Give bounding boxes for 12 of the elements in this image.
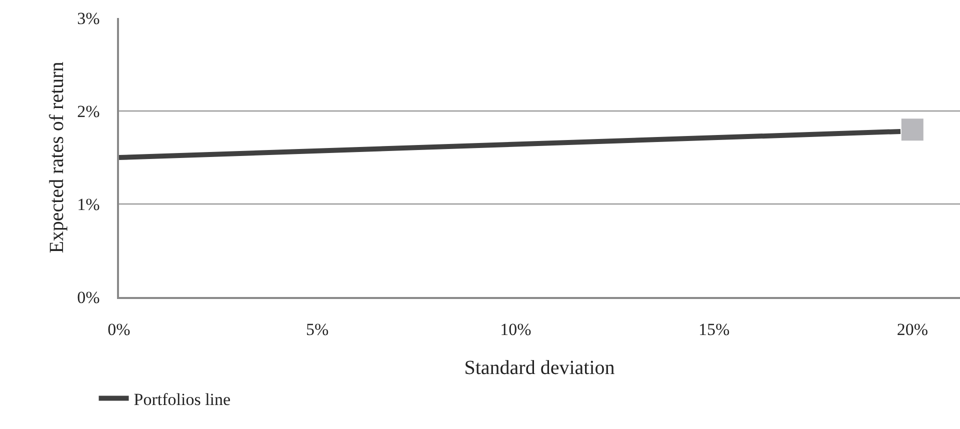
x-axis-title: Standard deviation bbox=[464, 357, 615, 380]
y-tick-label: 0% bbox=[77, 288, 100, 307]
x-tick-label: 15% bbox=[698, 320, 730, 340]
x-tick-label: 0% bbox=[108, 320, 130, 340]
y-axis-title: Expected rates of return bbox=[46, 62, 68, 254]
legend-label: Portfolios line bbox=[134, 390, 231, 409]
x-tick-label: 20% bbox=[896, 320, 928, 340]
y-tick-label: 3% bbox=[77, 8, 100, 28]
y-tick-label: 2% bbox=[77, 102, 100, 121]
x-tick-label: 10% bbox=[500, 320, 532, 340]
x-tick-label: 5% bbox=[306, 320, 329, 340]
y-tick-label: 1% bbox=[77, 194, 100, 214]
